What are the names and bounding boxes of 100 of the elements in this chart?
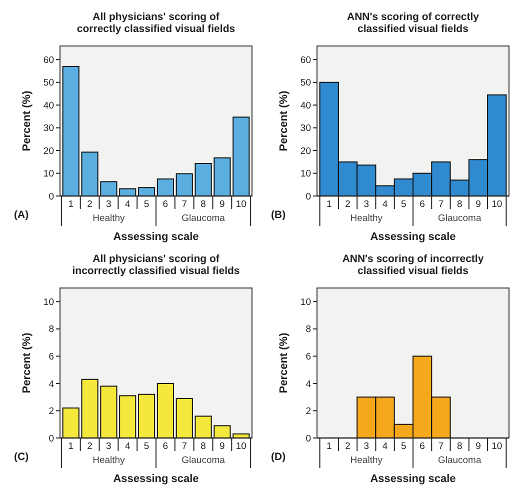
x-tick-label: 9 (476, 441, 481, 452)
x-tick-label: 9 (220, 199, 225, 210)
chart-title: ANN's scoring of incorrectly classified visual fields (342, 253, 484, 277)
y-tick-label: 20 (300, 146, 311, 157)
bar (119, 188, 136, 196)
text: (C) (14, 451, 29, 463)
x-tick-label: 2 (345, 441, 350, 452)
y-tick-label: 10 (300, 296, 311, 308)
x-tick-label: 2 (345, 199, 350, 210)
x-tick-label: 6 (420, 441, 425, 452)
x-tick-label: 4 (382, 441, 388, 452)
x-tick-label: 8 (456, 199, 462, 210)
y-tick-label: 10 (300, 168, 311, 180)
y-tick-label: 0 (306, 191, 311, 202)
y-tick-label: 0 (306, 433, 311, 444)
bar (138, 394, 156, 438)
y-tick-label: 50 (43, 78, 54, 89)
y-tick-label: 10 (43, 296, 54, 308)
text: Glaucoma (438, 455, 482, 466)
y-tick-label: 60 (43, 54, 54, 66)
text: Healthy (350, 213, 383, 224)
y-tick-label: 30 (43, 123, 54, 134)
x-tick-label: 5 (401, 441, 406, 452)
y-axis-title: Percent (%) (278, 90, 290, 152)
x-tick-label: 3 (106, 199, 112, 210)
text: Healthy (92, 213, 126, 224)
x-axis-title: Assessing scale (113, 231, 199, 243)
x-axis-title: Assessing scale (113, 473, 199, 485)
bar (156, 178, 174, 196)
text: (D) (271, 451, 286, 463)
y-tick-label: 8 (306, 324, 311, 336)
x-tick-label: 5 (401, 199, 406, 210)
y-axis-title: Percent (%) (21, 332, 33, 394)
text: Glaucoma (182, 213, 226, 224)
x-tick-label: 10 (236, 199, 246, 210)
bar (62, 408, 80, 438)
y-tick-label: 20 (43, 146, 54, 157)
y-tick-label: 2 (48, 406, 54, 418)
x-tick-label: 7 (182, 441, 188, 452)
y-tick-label: 8 (48, 324, 54, 336)
text: Glaucoma (438, 213, 482, 224)
x-tick-label: 3 (364, 199, 370, 210)
y-tick-label: 40 (43, 100, 54, 112)
x-tick-label: 7 (438, 441, 444, 452)
y-tick-label: 6 (48, 352, 54, 363)
x-tick-label: 1 (326, 441, 332, 452)
y-tick-label: 10 (43, 168, 54, 180)
y-tick-label: 0 (48, 433, 54, 444)
chart-title: All physicians' scoring of correctly classified visual fields (76, 11, 236, 35)
y-tick-label: 30 (300, 123, 311, 134)
x-tick-label: 2 (87, 199, 92, 210)
x-tick-label: 8 (200, 199, 206, 210)
text: Glaucoma (182, 455, 226, 466)
x-tick-label: 4 (124, 199, 130, 210)
x-tick-label: 4 (124, 441, 130, 452)
x-tick-label: 7 (438, 199, 444, 210)
x-tick-label: 1 (326, 199, 332, 210)
x-tick-label: 6 (162, 441, 168, 452)
y-tick-label: 50 (300, 78, 311, 89)
text: Healthy (92, 455, 126, 466)
bar (176, 398, 193, 438)
x-tick-label: 6 (420, 199, 425, 210)
x-axis-title: Assessing scale (370, 473, 456, 485)
y-tick-label: 40 (300, 100, 311, 112)
text: (B) (271, 209, 286, 221)
x-tick-label: 9 (476, 199, 481, 210)
x-tick-label: 7 (182, 199, 188, 210)
text: Healthy (350, 455, 383, 466)
x-tick-label: 3 (106, 441, 112, 452)
y-axis-title: Percent (%) (278, 332, 290, 394)
y-tick-label: 60 (300, 54, 311, 66)
x-tick-label: 1 (68, 441, 74, 452)
x-tick-label: 6 (162, 199, 168, 210)
chart-title: All physicians' scoring of incorrectly classified visual fields (72, 253, 240, 277)
bar (119, 395, 136, 438)
x-tick-label: 10 (492, 199, 502, 210)
x-tick-label: 10 (236, 441, 246, 452)
x-tick-label: 4 (382, 199, 388, 210)
y-tick-label: 2 (306, 406, 311, 418)
x-tick-label: 3 (364, 441, 370, 452)
x-tick-label: 5 (144, 441, 150, 452)
x-tick-label: 1 (68, 199, 74, 210)
bar (62, 66, 80, 196)
x-tick-label: 5 (144, 199, 150, 210)
x-tick-label: 10 (492, 441, 502, 452)
text: (A) (14, 209, 29, 221)
x-axis-title: Assessing scale (370, 231, 456, 243)
y-tick-label: 6 (306, 352, 311, 363)
bar (156, 382, 174, 438)
x-tick-label: 8 (456, 441, 462, 452)
y-tick-label: 4 (48, 378, 54, 390)
y-tick-label: 4 (306, 378, 311, 390)
y-tick-label: 0 (48, 191, 54, 202)
bar (138, 187, 156, 196)
chart-title: ANN's scoring of correctly classified visual fields (346, 11, 480, 35)
x-tick-label: 2 (87, 441, 92, 452)
x-tick-label: 9 (220, 441, 225, 452)
y-axis-title: Percent (%) (21, 90, 33, 152)
x-tick-label: 8 (200, 441, 206, 452)
bar (176, 173, 193, 196)
